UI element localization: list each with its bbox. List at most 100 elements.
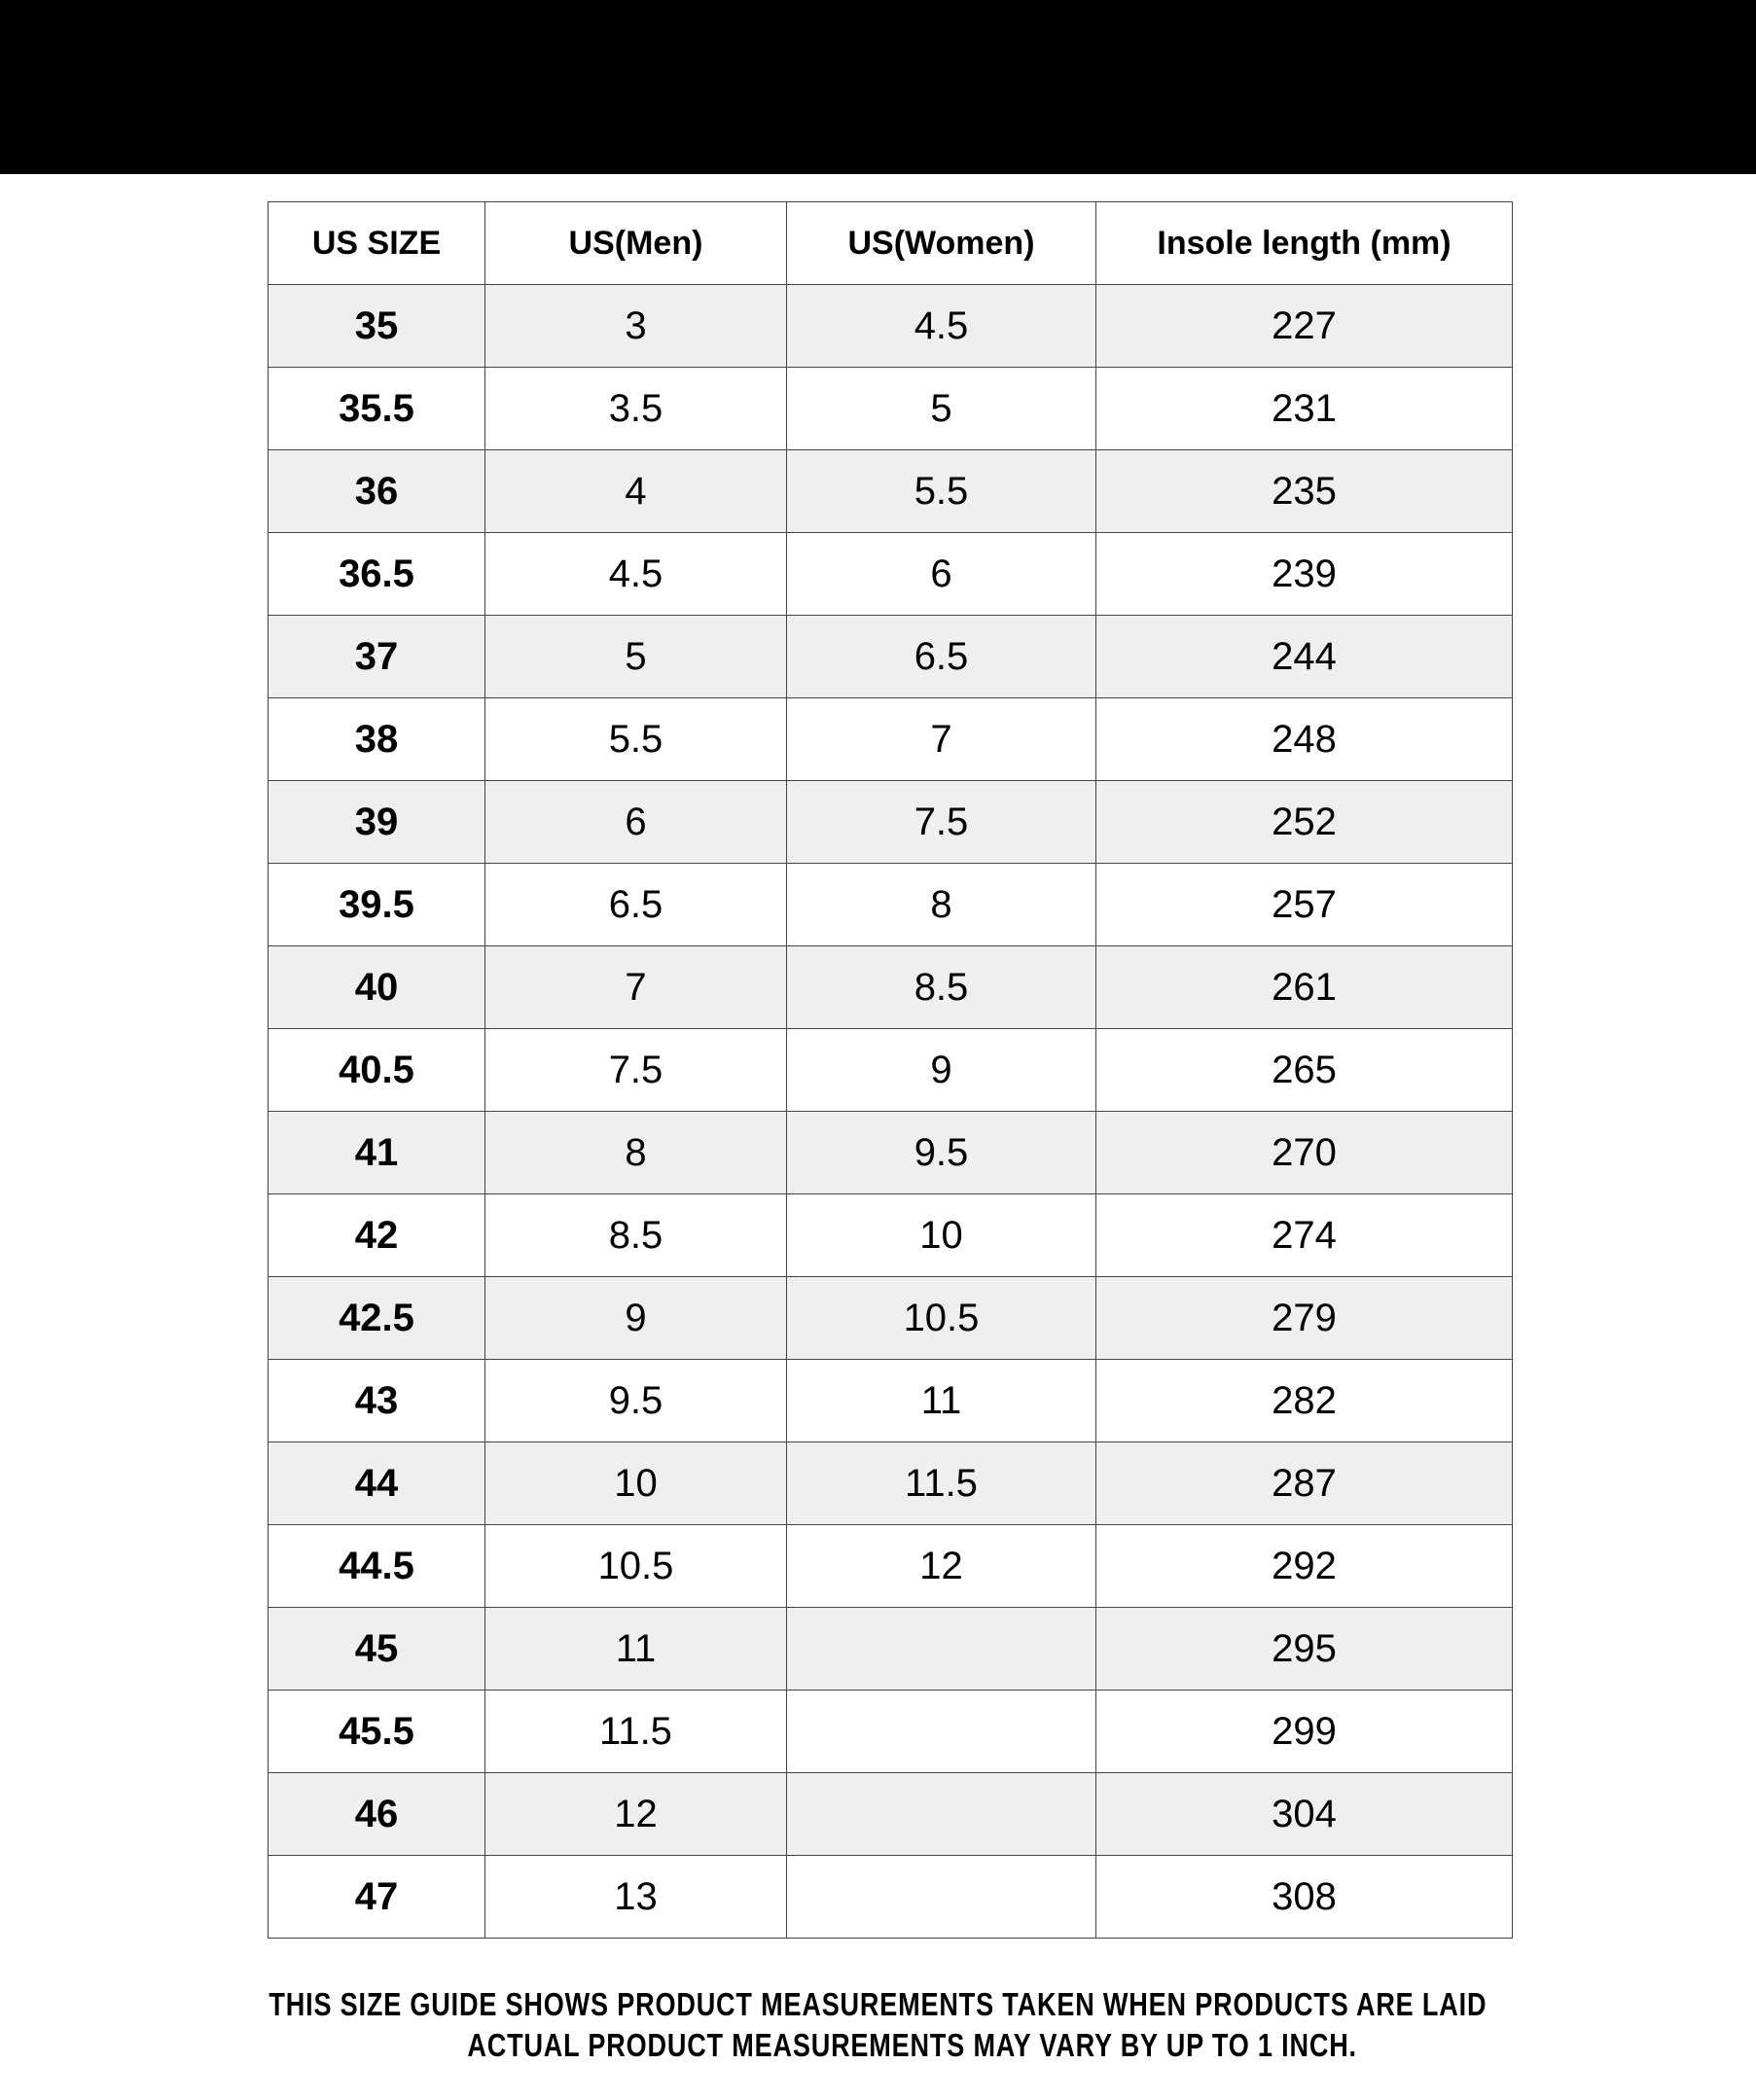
cell-us-size: 40 <box>268 945 485 1029</box>
table-row: 39.5 6.5 8 257 <box>268 863 1513 946</box>
cell-us-women: 8 <box>786 863 1096 946</box>
cell-us-women <box>786 1772 1096 1856</box>
cell-us-size: 47 <box>268 1855 485 1939</box>
cell-us-men: 7.5 <box>484 1028 787 1112</box>
table-row: 36.5 4.5 6 239 <box>268 532 1513 616</box>
table-row: 38 5.5 7 248 <box>268 697 1513 781</box>
size-chart-table: US SIZE US(Men) US(Women) Insole length … <box>268 201 1513 1939</box>
cell-us-size: 43 <box>268 1359 485 1442</box>
cell-us-size: 36.5 <box>268 532 485 616</box>
table-row: 35 3 4.5 227 <box>268 284 1513 368</box>
cell-us-women: 5.5 <box>786 449 1096 533</box>
cell-us-men: 9.5 <box>484 1359 787 1442</box>
cell-insole-length: 261 <box>1095 945 1513 1029</box>
cell-insole-length: 235 <box>1095 449 1513 533</box>
table-row: 46 12 304 <box>268 1772 1513 1856</box>
cell-us-women <box>786 1607 1096 1691</box>
cell-us-women: 8.5 <box>786 945 1096 1029</box>
cell-insole-length: 248 <box>1095 697 1513 781</box>
cell-us-men: 7 <box>484 945 787 1029</box>
cell-us-men: 13 <box>484 1855 787 1939</box>
cell-insole-length: 231 <box>1095 367 1513 450</box>
cell-us-men: 3 <box>484 284 787 368</box>
cell-us-size: 42.5 <box>268 1276 485 1360</box>
cell-us-men: 4.5 <box>484 532 787 616</box>
cell-us-women: 10 <box>786 1193 1096 1277</box>
table-row: 39 6 7.5 252 <box>268 780 1513 864</box>
cell-insole-length: 304 <box>1095 1772 1513 1856</box>
cell-us-size: 39 <box>268 780 485 864</box>
header-insole-length: Insole length (mm) <box>1095 201 1513 285</box>
cell-insole-length: 299 <box>1095 1690 1513 1773</box>
table-row: 47 13 308 <box>268 1855 1513 1939</box>
cell-us-men: 6 <box>484 780 787 864</box>
cell-us-size: 36 <box>268 449 485 533</box>
cell-us-size: 44.5 <box>268 1524 485 1608</box>
cell-us-size: 35 <box>268 284 485 368</box>
cell-us-size: 40.5 <box>268 1028 485 1112</box>
cell-us-size: 37 <box>268 615 485 698</box>
cell-us-men: 10.5 <box>484 1524 787 1608</box>
cell-insole-length: 292 <box>1095 1524 1513 1608</box>
cell-us-men: 5.5 <box>484 697 787 781</box>
cell-us-women: 6.5 <box>786 615 1096 698</box>
cell-us-men: 3.5 <box>484 367 787 450</box>
cell-us-women: 9.5 <box>786 1111 1096 1194</box>
header-row: US SIZE US(Men) US(Women) Insole length … <box>268 201 1513 285</box>
cell-us-men: 8 <box>484 1111 787 1194</box>
cell-us-women <box>786 1690 1096 1773</box>
table-row: 40 7 8.5 261 <box>268 945 1513 1029</box>
cell-us-size: 39.5 <box>268 863 485 946</box>
cell-insole-length: 227 <box>1095 284 1513 368</box>
table-row: 42.5 9 10.5 279 <box>268 1276 1513 1360</box>
header-us-women: US(Women) <box>786 201 1096 285</box>
table-row: 35.5 3.5 5 231 <box>268 367 1513 450</box>
cell-us-men: 11.5 <box>484 1690 787 1773</box>
table-row: 37 5 6.5 244 <box>268 615 1513 698</box>
cell-insole-length: 252 <box>1095 780 1513 864</box>
cell-insole-length: 257 <box>1095 863 1513 946</box>
table-row: 44 10 11.5 287 <box>268 1442 1513 1525</box>
cell-us-men: 8.5 <box>484 1193 787 1277</box>
cell-us-women: 7.5 <box>786 780 1096 864</box>
cell-us-women: 6 <box>786 532 1096 616</box>
cell-insole-length: 287 <box>1095 1442 1513 1525</box>
cell-insole-length: 244 <box>1095 615 1513 698</box>
cell-us-women: 5 <box>786 367 1096 450</box>
cell-us-size: 42 <box>268 1193 485 1277</box>
table-row: 42 8.5 10 274 <box>268 1193 1513 1277</box>
cell-us-men: 11 <box>484 1607 787 1691</box>
footer-note-line2-text: ACTUAL PRODUCT MEASUREMENTS MAY VARY BY … <box>467 2027 1357 2063</box>
cell-insole-length: 282 <box>1095 1359 1513 1442</box>
cell-insole-length: 308 <box>1095 1855 1513 1939</box>
cell-insole-length: 239 <box>1095 532 1513 616</box>
cell-us-men: 5 <box>484 615 787 698</box>
cell-us-men: 6.5 <box>484 863 787 946</box>
table-row: 44.5 10.5 12 292 <box>268 1524 1513 1608</box>
cell-us-men: 9 <box>484 1276 787 1360</box>
cell-us-size: 45 <box>268 1607 485 1691</box>
header-us-size: US SIZE <box>268 201 485 285</box>
cell-us-men: 12 <box>484 1772 787 1856</box>
cell-us-women: 10.5 <box>786 1276 1096 1360</box>
cell-insole-length: 274 <box>1095 1193 1513 1277</box>
table-row: 45.5 11.5 299 <box>268 1690 1513 1773</box>
table-row: 41 8 9.5 270 <box>268 1111 1513 1194</box>
cell-us-men: 10 <box>484 1442 787 1525</box>
footer-note-line1-text: THIS SIZE GUIDE SHOWS PRODUCT MEASUREMEN… <box>269 1986 1487 2022</box>
table-row: 40.5 7.5 9 265 <box>268 1028 1513 1112</box>
footer-note-line2: ACTUAL PRODUCT MEASUREMENTS MAY VARY BY … <box>0 2027 1756 2064</box>
top-black-bar <box>0 0 1756 174</box>
cell-us-size: 44 <box>268 1442 485 1525</box>
cell-us-size: 35.5 <box>268 367 485 450</box>
header-us-men: US(Men) <box>484 201 787 285</box>
cell-us-women <box>786 1855 1096 1939</box>
cell-us-women: 12 <box>786 1524 1096 1608</box>
table-row: 43 9.5 11 282 <box>268 1359 1513 1442</box>
footer-note-line1: THIS SIZE GUIDE SHOWS PRODUCT MEASUREMEN… <box>0 1986 1756 2023</box>
cell-insole-length: 265 <box>1095 1028 1513 1112</box>
cell-insole-length: 270 <box>1095 1111 1513 1194</box>
cell-us-women: 4.5 <box>786 284 1096 368</box>
cell-us-women: 11 <box>786 1359 1096 1442</box>
cell-us-size: 38 <box>268 697 485 781</box>
